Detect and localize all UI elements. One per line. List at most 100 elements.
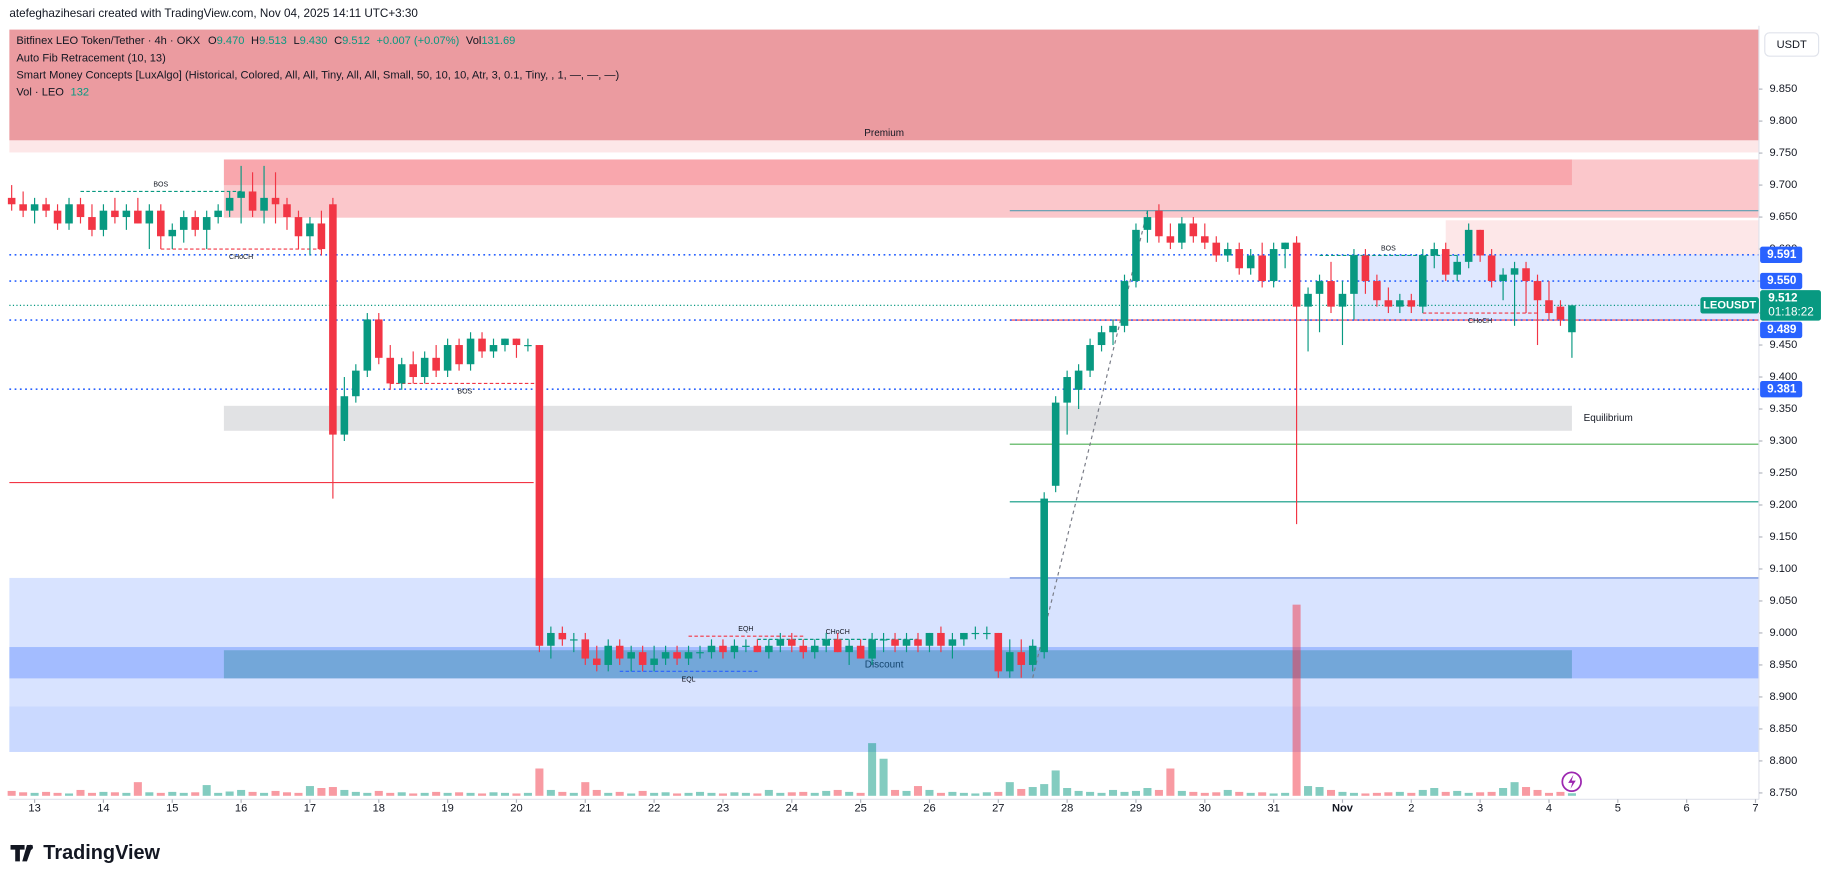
volume-bar: [569, 792, 578, 796]
zone: [9, 140, 1759, 153]
volume-bar: [1063, 788, 1072, 796]
zone: [223, 159, 1759, 218]
candle-body: [696, 652, 704, 654]
volume-bar: [1189, 791, 1198, 796]
candle-body: [1533, 281, 1542, 301]
candle-body: [558, 632, 567, 640]
x-tick-label: 20: [510, 803, 522, 815]
volume-bar: [1464, 792, 1473, 796]
y-tick-label: 9.750: [1769, 147, 1797, 159]
candle-body: [902, 639, 911, 646]
volume-bar: [1074, 790, 1083, 796]
candle-body: [1441, 249, 1450, 275]
volume-bar: [156, 792, 165, 796]
candle-body: [306, 223, 314, 237]
brand-logo: TradingView: [10, 842, 161, 864]
volume-bar: [581, 782, 590, 796]
volume-bar: [1476, 792, 1485, 796]
volume-bar: [604, 792, 613, 796]
last-price-label: 9.512: [1768, 291, 1798, 304]
candle-body: [374, 319, 383, 358]
candle-body: [570, 639, 578, 641]
currency: USDT: [1777, 39, 1807, 51]
indicator[interactable]: Smart Money Concepts [LuxAlgo] (Historic…: [16, 69, 619, 81]
volume-bar: [638, 790, 647, 796]
candle-body: [88, 217, 96, 230]
candle-body: [1464, 229, 1473, 262]
candle-body: [1522, 268, 1530, 282]
watermark: atefeghazihesari created with TradingVie…: [9, 7, 418, 20]
legend-k: Vol: [466, 35, 481, 47]
volume-bar: [42, 791, 51, 796]
volume-bar: [294, 792, 303, 796]
brand-mark: [10, 844, 33, 862]
candle-body: [1350, 255, 1358, 294]
candle-body: [512, 338, 521, 346]
candle-body: [765, 645, 773, 653]
x-tick-label: 16: [235, 803, 247, 815]
candle-body: [673, 652, 681, 659]
zone: [1353, 254, 1759, 321]
y-tick-label: 9.650: [1769, 211, 1797, 223]
volume-bar: [409, 793, 418, 796]
candle-body: [271, 197, 280, 205]
candle-body: [317, 223, 326, 250]
candle-body: [960, 632, 968, 640]
alert-bolt: [1568, 774, 1576, 789]
legend-v: 9.512: [342, 35, 370, 47]
indicator[interactable]: Auto Fib Retracement (10, 13): [16, 52, 166, 64]
volume-bar: [1453, 790, 1462, 796]
level-badge-label: 9.550: [1767, 274, 1797, 287]
legend-k: C: [334, 35, 342, 47]
candle-body: [134, 210, 142, 224]
candle-body: [1556, 306, 1565, 320]
candle-body: [638, 652, 647, 665]
alert-icon[interactable]: [1561, 771, 1582, 792]
candle-body: [524, 345, 532, 347]
y-tick-label: 9.350: [1769, 403, 1797, 415]
candle-body: [432, 357, 440, 371]
candle-body: [111, 210, 119, 218]
candle-body: [1304, 293, 1312, 307]
volume-bar: [202, 785, 211, 796]
volume-bar: [110, 792, 119, 796]
zone: [223, 650, 1572, 679]
candle-body: [214, 210, 222, 218]
zone: [9, 647, 1759, 679]
volume-bar: [1166, 768, 1175, 796]
candle-body: [99, 210, 108, 230]
structure-label: EQL: [682, 676, 696, 683]
volume-bar: [1499, 788, 1508, 796]
y-tick-label: 9.250: [1769, 467, 1797, 479]
volume-indicator[interactable]: Vol · LEO 132: [16, 86, 89, 98]
candle-body: [925, 632, 934, 646]
candle-body: [650, 658, 658, 665]
structure-label: BOS: [153, 181, 168, 188]
volume-bar: [741, 792, 750, 796]
zone-label: Discount: [865, 660, 904, 671]
volume-bar: [1223, 789, 1232, 796]
candle-body: [1155, 210, 1163, 237]
candle-body: [76, 204, 85, 218]
zone: [9, 29, 1759, 141]
volume-bar: [535, 768, 544, 796]
x-tick-label: 18: [373, 803, 385, 815]
y-tick-label: 8.850: [1769, 723, 1797, 735]
x-tick-label: 21: [579, 803, 591, 815]
y-tick-label: 8.800: [1769, 755, 1797, 767]
volume-bar: [1051, 770, 1060, 796]
candle-body: [1235, 249, 1244, 269]
y-tick-label: 8.950: [1769, 659, 1797, 671]
volume-bar: [1338, 791, 1347, 796]
candle-body: [948, 639, 957, 646]
volume-bar: [1235, 791, 1244, 796]
currency-box[interactable]: [1764, 32, 1820, 57]
volume-bar: [523, 792, 532, 796]
candle-body: [810, 645, 819, 653]
volume-bar: [833, 789, 842, 796]
volume-bar: [764, 789, 773, 796]
x-tick-label: 13: [28, 803, 40, 815]
volume-bar: [1304, 786, 1313, 796]
candle-body: [879, 639, 888, 641]
volume-bar: [776, 792, 785, 796]
